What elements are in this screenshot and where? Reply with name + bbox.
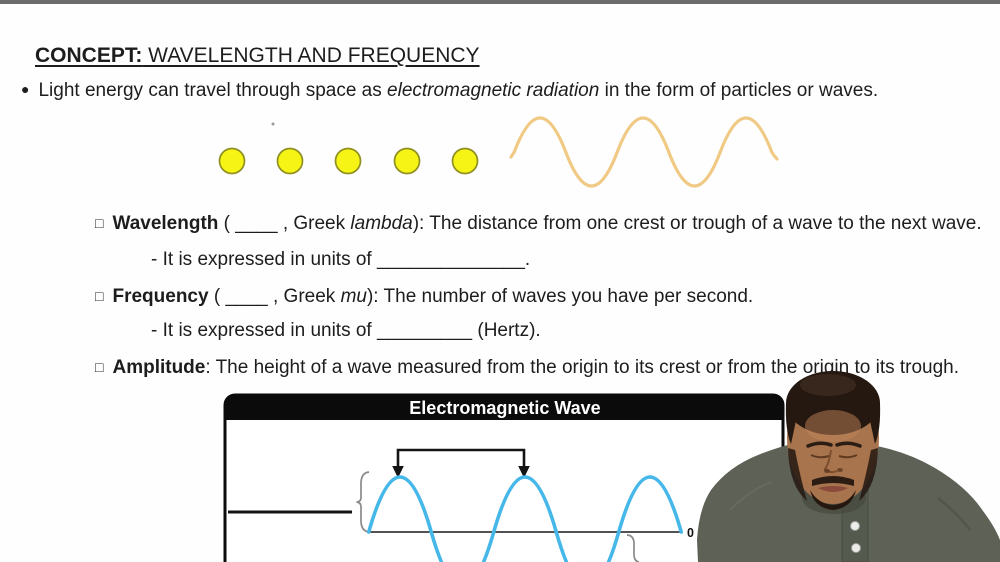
arrow-down-icon: [392, 466, 404, 478]
nostril: [837, 468, 843, 472]
amplitude-text: : The height of a wave measured from the…: [205, 357, 960, 378]
shirt-button: [850, 521, 860, 531]
trough-brace-icon: [626, 534, 640, 562]
amplitude-brace-icon: [356, 471, 370, 533]
particle-icon: [276, 147, 304, 175]
particle-icon: [218, 147, 246, 175]
amplitude-term: Amplitude: [112, 357, 206, 378]
diagram-title: Electromagnetic Wave: [409, 398, 600, 418]
em-wave-diagram: Electromagnetic Wave 0: [223, 393, 785, 562]
frequency-greek: mu: [340, 286, 367, 307]
square-bullet-icon: □: [95, 359, 104, 375]
wavelength-units-text: - It is expressed in units of __________…: [151, 249, 531, 270]
frequency-definition: □ Frequency ( ____ , Greek mu): The numbe…: [95, 286, 753, 308]
shirt-fold: [937, 497, 971, 531]
intro-text-em: electromagnetic radiation: [387, 80, 600, 101]
instructor-head: [785, 371, 881, 510]
square-bullet-icon: □: [95, 215, 104, 231]
intro-text-pre: Light energy can travel through space as: [38, 80, 388, 101]
closed-eye: [810, 454, 830, 459]
wavelength-bracket: [396, 448, 526, 469]
frequency-blank: ( ____ , Greek: [208, 286, 341, 307]
concept-heading: CONCEPT: WAVELENGTH AND FREQUENCY: [35, 44, 480, 68]
frequency-text: ): The number of waves you have per seco…: [366, 286, 754, 307]
amplitude-definition: □ Amplitude: The height of a wave measure…: [95, 357, 959, 379]
particle-icon: [451, 147, 479, 175]
frequency-term: Frequency: [112, 286, 209, 307]
shirt-fold: [729, 481, 773, 511]
wavelength-text: ): The distance from one crest or trough…: [412, 213, 982, 234]
light-wave-icon: [509, 116, 779, 188]
mustache: [812, 476, 854, 486]
frequency-units-text: - It is expressed in units of _________ …: [151, 320, 541, 341]
beard-side: [788, 448, 807, 501]
square-bullet-icon: □: [95, 288, 104, 304]
lips: [818, 486, 848, 492]
particle-icon: [393, 147, 421, 175]
wavelength-units-line: - It is expressed in units of __________…: [151, 249, 530, 271]
bullet-icon: ●: [21, 81, 30, 97]
top-border-bar: [0, 0, 1000, 4]
arrow-down-icon: [518, 466, 530, 478]
eyebrow: [806, 441, 833, 448]
forehead-highlight: [805, 410, 861, 442]
particles-row: [218, 147, 479, 175]
frequency-units-line: - It is expressed in units of _________ …: [151, 320, 541, 342]
hair-side: [785, 403, 797, 444]
concept-label: CONCEPT:: [35, 44, 143, 67]
wavelength-blank: ( ____ , Greek: [218, 213, 351, 234]
beard-side: [859, 448, 878, 501]
wavelength-greek: lambda: [350, 213, 413, 234]
concept-title: WAVELENGTH AND FREQUENCY: [142, 44, 480, 67]
hair-side: [869, 403, 881, 444]
eyebrow: [835, 441, 862, 448]
hair-highlight: [800, 374, 856, 396]
diagram-title-bar: [225, 395, 783, 420]
chin-beard: [810, 490, 856, 510]
closed-eye: [838, 454, 858, 459]
wavelength-term: Wavelength: [112, 213, 219, 234]
instructor-webcam: [697, 371, 1000, 562]
sine-wave: [366, 475, 684, 562]
wavelength-definition: □ Wavelength ( ____ , Greek lambda): The …: [95, 213, 982, 235]
axis-zero-label: 0: [687, 526, 694, 540]
particles-and-wave-illustration: [218, 116, 779, 188]
intro-line: ● Light energy can travel through space a…: [21, 80, 878, 102]
nostril: [824, 469, 830, 473]
shirt-button: [851, 543, 861, 553]
nose: [823, 449, 838, 474]
intro-text-post: in the form of particles or waves.: [599, 80, 879, 101]
particle-icon: [334, 147, 362, 175]
stray-dot: [271, 122, 275, 126]
